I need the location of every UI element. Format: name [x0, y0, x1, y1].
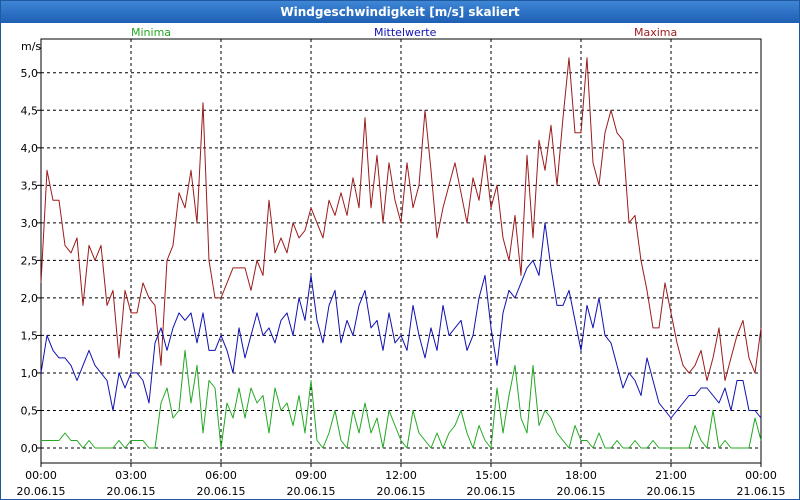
y-tick-label: 4,0: [21, 142, 39, 155]
y-axis-label: m/s: [21, 40, 41, 53]
x-tick-date: 21.06.15: [737, 485, 786, 498]
y-tick-label: 5,0: [21, 67, 39, 80]
x-tick-date: 20.06.15: [557, 485, 606, 498]
x-tick-time: 00:00: [25, 469, 57, 482]
y-tick-label: 3,0: [21, 217, 39, 230]
legend-mittelwerte: Mittelwerte: [374, 26, 437, 39]
y-tick-label: 4,5: [21, 104, 39, 117]
series-layer: [40, 57, 762, 449]
y-tick-label: 2,5: [21, 254, 39, 267]
x-tick-date: 20.06.15: [377, 485, 426, 498]
legend-maxima: Maxima: [634, 26, 678, 39]
y-tick-label: 0,5: [21, 404, 39, 417]
axes-layer: 0,0 0,5 1,0 1,5 2,0 2,5 3,0 3,5 4,0 4,5 5,0 m/s 00:0…: [17, 38, 786, 498]
x-tick-date: 20.06.15: [107, 485, 156, 498]
series-mittelwerte-line: [40, 222, 762, 419]
y-tick-label: 0,0: [21, 442, 39, 455]
series-maxima-line: [40, 57, 762, 381]
window-title: Windgeschwindigkeit [m/s] skaliert: [1, 1, 799, 23]
y-tick-label: 1,5: [21, 329, 39, 342]
series-minima-line: [41, 349, 762, 449]
x-tick-time: 03:00: [115, 469, 147, 482]
grid-layer: [41, 39, 761, 463]
x-tick-date: 20.06.15: [17, 485, 66, 498]
legend-minima: Minima: [131, 26, 172, 39]
y-tick-label: 2,0: [21, 292, 39, 305]
x-tick-time: 21:00: [655, 469, 687, 482]
x-tick-date: 20.06.15: [647, 485, 696, 498]
y-tick-label: 3,5: [21, 179, 39, 192]
x-tick-date: 20.06.15: [197, 485, 246, 498]
x-tick-time: 09:00: [295, 469, 327, 482]
x-tick-time: 06:00: [205, 469, 237, 482]
x-tick-date: 20.06.15: [467, 485, 516, 498]
x-tick-time: 00:00: [745, 469, 777, 482]
x-tick-time: 18:00: [565, 469, 597, 482]
y-tick-label: 1,0: [21, 367, 39, 380]
x-tick-time: 15:00: [475, 469, 507, 482]
x-tick-time: 12:00: [385, 469, 417, 482]
x-tick-date: 20.06.15: [287, 485, 336, 498]
